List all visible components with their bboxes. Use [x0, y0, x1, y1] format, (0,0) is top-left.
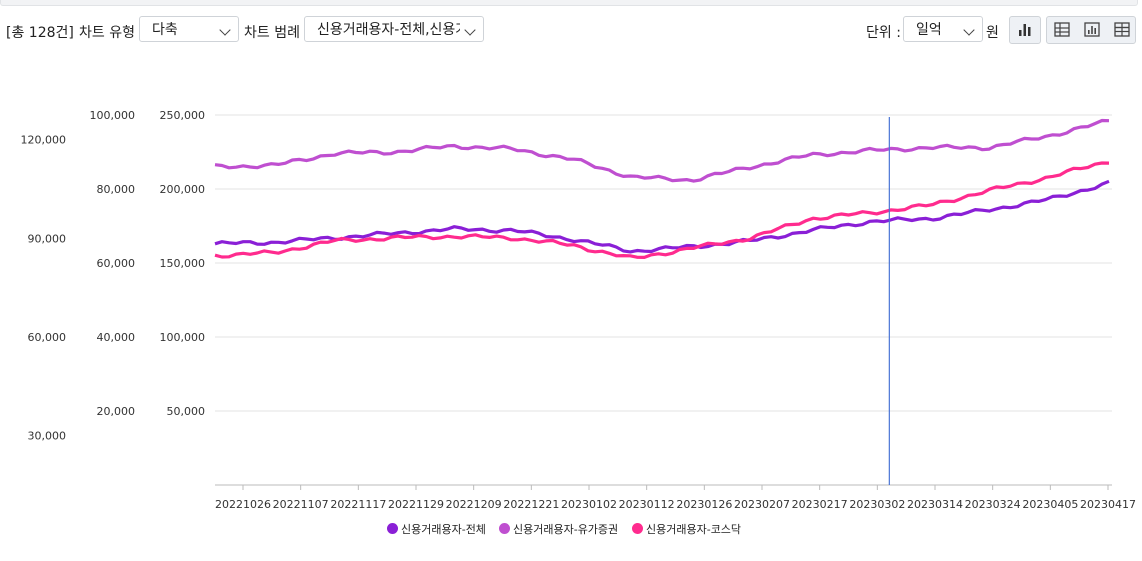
chevron-down-icon [464, 24, 476, 36]
y-axis-1-tick-label: 90,000 [28, 232, 67, 245]
table-icon[interactable] [1107, 17, 1137, 43]
chart-type-value: 다축 [152, 22, 178, 38]
y-axis-2-tick-label: 100,000 [90, 109, 136, 122]
y-axis-3-tick-label: 50,000 [167, 405, 206, 418]
x-axis-tick-label: 20230126 [676, 498, 732, 511]
top-bar [0, 0, 1138, 6]
y-axis-2-tick-label: 80,000 [97, 183, 136, 196]
x-axis-tick-label: 20230207 [734, 498, 790, 511]
y-axis-1-tick-label: 60,000 [28, 331, 67, 344]
chart-type-select[interactable]: 다축 [139, 16, 239, 42]
x-axis-tick-label: 20221026 [215, 498, 271, 511]
y-axis-1-tick-label: 30,000 [28, 430, 67, 443]
x-axis-tick-label: 20221221 [503, 498, 559, 511]
x-axis-tick-label: 20230217 [792, 498, 848, 511]
chart-type-label: 차트 유형 [79, 25, 135, 41]
x-axis-tick-label: 20230102 [561, 498, 617, 511]
legend-item-total[interactable]: 신용거래용자-전체 [387, 521, 486, 537]
unit-label: 단위 : [866, 25, 901, 41]
x-axis-tick-label: 20221129 [388, 498, 444, 511]
unit-value: 일억 [916, 22, 942, 38]
y-axis-3-tick-label: 100,000 [160, 331, 206, 344]
legend-item-kospi[interactable]: 신용거래용자-유가증권 [499, 521, 618, 537]
legend-item-kosdaq[interactable]: 신용거래용자-코스닥 [632, 521, 741, 537]
chart-toolbar: [총 128건] 차트 유형 다축 차트 범례 신용거래용자-전체,신용거래용자… [0, 16, 1142, 46]
x-axis-tick-label: 20230405 [1022, 498, 1078, 511]
y-axis-2-tick-label: 20,000 [97, 405, 136, 418]
series-swatch [499, 523, 510, 534]
chart-legend: 신용거래용자-전체 신용거래용자-유가증권 신용거래용자-코스닥 [0, 521, 1142, 539]
chevron-down-icon [219, 24, 231, 36]
series-line-2 [214, 118, 1110, 183]
legend-label: 차트 범례 [244, 25, 300, 41]
x-axis-tick-label: 20230112 [619, 498, 675, 511]
unit-select[interactable]: 일억 [903, 16, 983, 42]
y-axis-2-tick-label: 40,000 [97, 331, 136, 344]
x-axis-tick-label: 20221107 [273, 498, 329, 511]
bar-chart-icon [1019, 24, 1031, 36]
view-mode-group [1046, 16, 1136, 44]
y-axis-3-tick-label: 150,000 [160, 257, 206, 270]
series-swatch [387, 523, 398, 534]
y-axis-2-tick-label: 60,000 [97, 257, 136, 270]
x-axis-tick-label: 20221209 [446, 498, 502, 511]
y-axis-1-tick-label: 120,000 [21, 134, 67, 147]
series-swatch [632, 523, 643, 534]
multi-axis-line-chart[interactable]: 30,000 60,000 90,000 120,000 20,000 40,000 60,… [0, 60, 1142, 515]
unit-suffix: 원 [986, 25, 999, 41]
y-axis-3-tick-label: 200,000 [160, 183, 206, 196]
legend-select[interactable]: 신용거래용자-전체,신용거래용자 [304, 16, 484, 42]
x-axis-tick-label: 20230302 [849, 498, 905, 511]
x-axis-tick-label: 20230324 [965, 498, 1021, 511]
y-axis-3-tick-label: 250,000 [160, 109, 206, 122]
bar-chart-button[interactable] [1009, 16, 1041, 44]
chart-icon[interactable] [1077, 17, 1107, 43]
total-count: [총 128건] [6, 25, 74, 41]
x-axis-tick-label: 20230314 [907, 498, 963, 511]
x-axis-tick-label: 20230417 [1080, 498, 1136, 511]
chevron-down-icon [963, 24, 975, 36]
legend-value: 신용거래용자-전체,신용거래용자 [317, 22, 460, 38]
table-chart-icon[interactable] [1047, 17, 1077, 43]
x-axis-tick-label: 20221117 [330, 498, 386, 511]
series-line-3 [214, 161, 1110, 259]
series-line-1 [214, 179, 1110, 254]
